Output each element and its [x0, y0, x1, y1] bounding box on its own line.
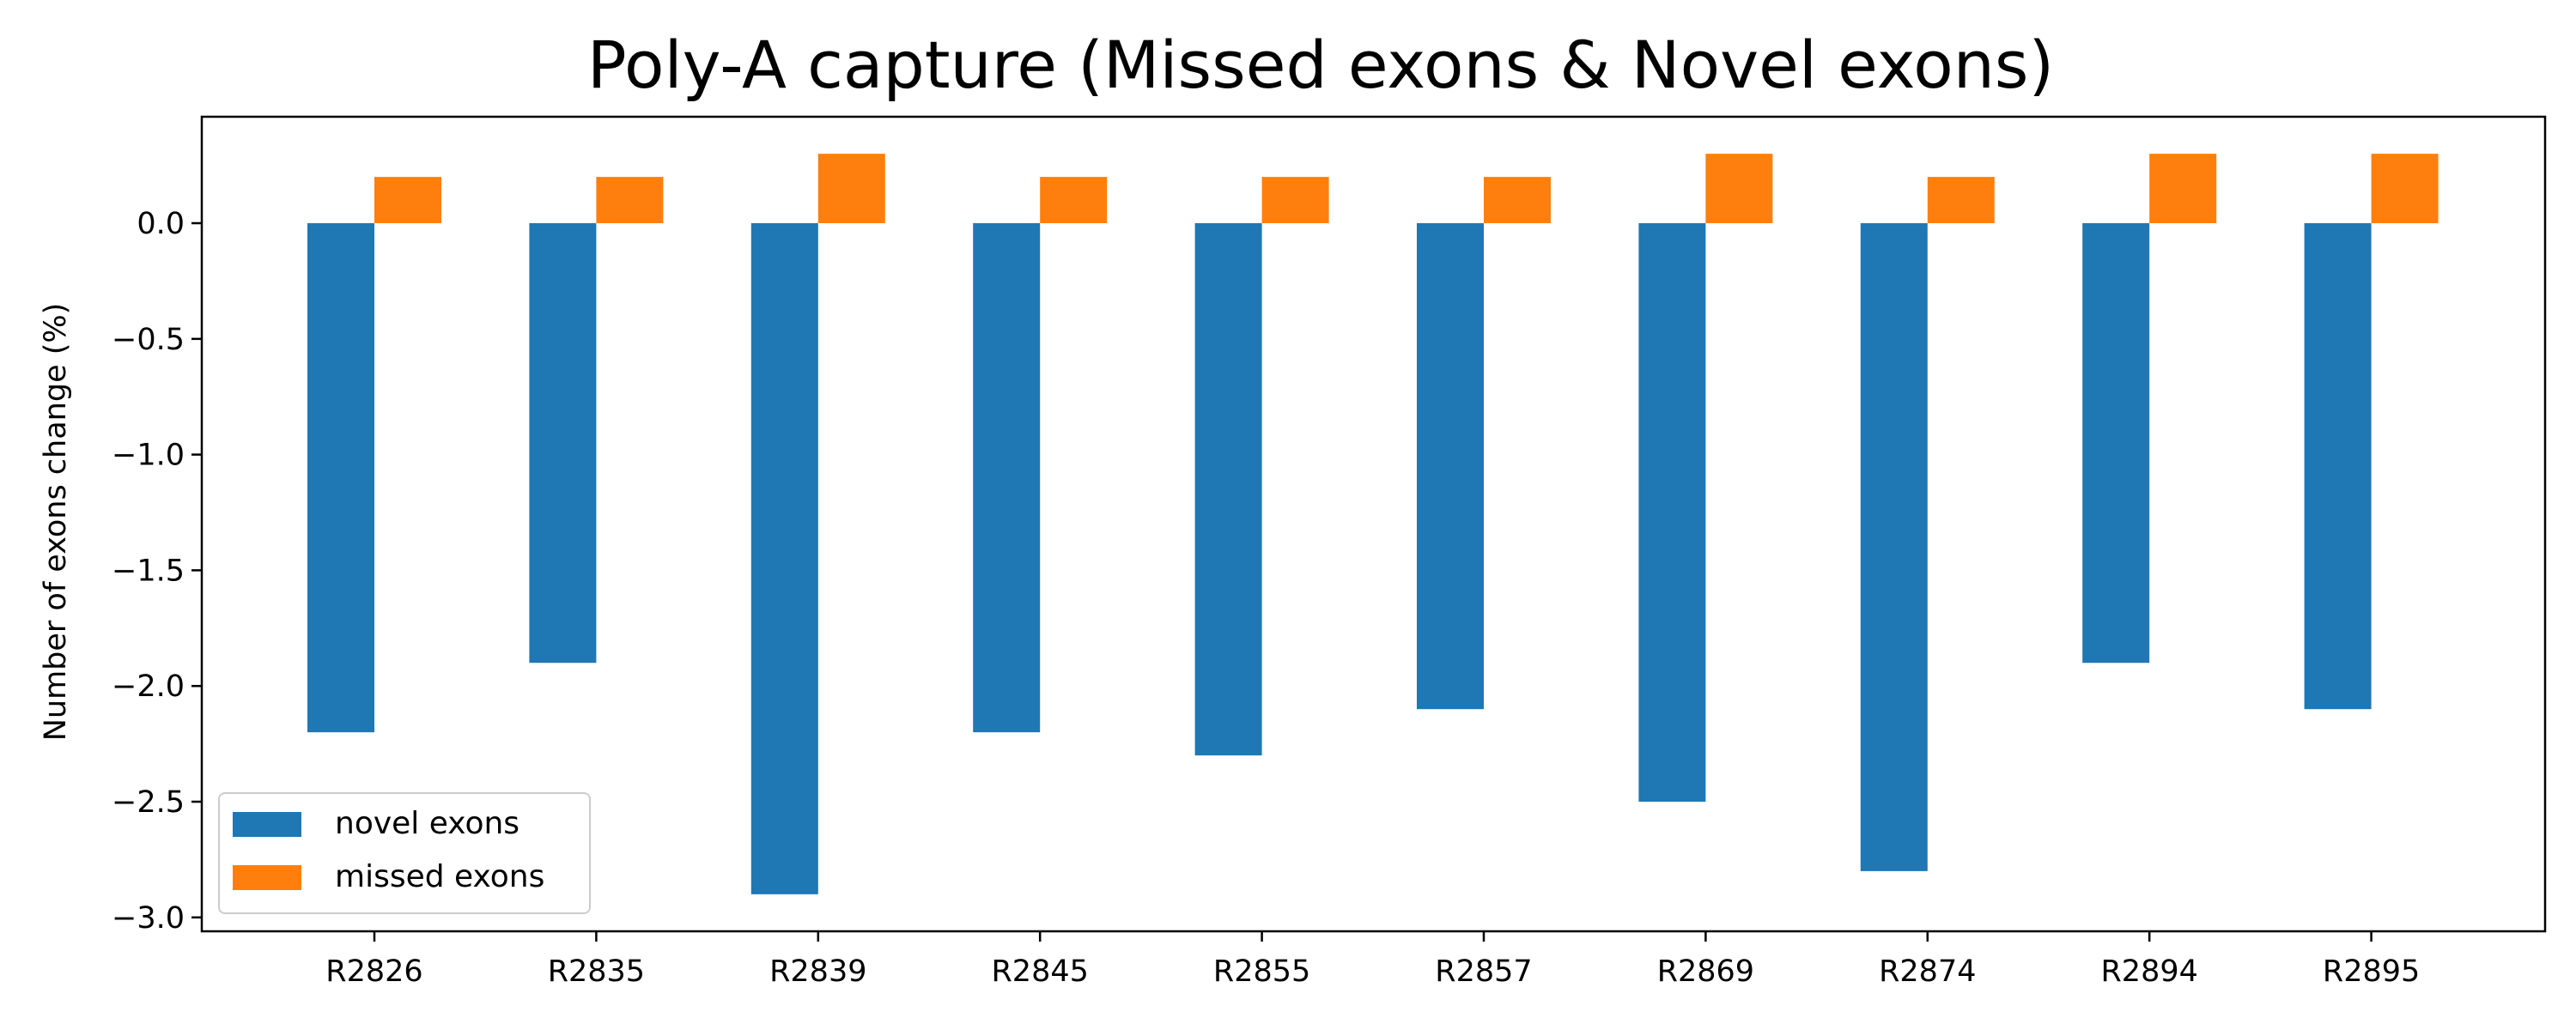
missed-exons-bar: [1484, 177, 1551, 224]
y-tick-label: −2.0: [112, 670, 185, 704]
novel-exons-bar: [750, 223, 818, 894]
missed-exons-bar: [1705, 154, 1773, 224]
y-tick-label: −3.0: [112, 901, 185, 936]
legend-box: [218, 792, 591, 914]
chart-title: Poly-A capture (Missed exons & Novel exo…: [587, 27, 2054, 103]
novel-exons-bar: [973, 223, 1041, 733]
plot-frame: [200, 115, 2547, 933]
legend-swatch-novel: [233, 812, 301, 837]
x-tick-label: R2869: [1657, 954, 1754, 989]
missed-exons-bar: [1927, 177, 1995, 224]
novel-exons-bar: [1417, 223, 1484, 710]
novel-exons-bar: [529, 223, 597, 663]
missed-exons-bar: [817, 154, 885, 224]
missed-exons-bar: [596, 177, 664, 224]
x-tick-label: R2874: [1879, 954, 1976, 989]
missed-exons-bar: [2371, 154, 2439, 224]
legend-label-missed: missed exons: [335, 859, 544, 894]
y-tick-label: 0.0: [137, 207, 185, 241]
y-tick-label: −1.5: [112, 554, 185, 588]
legend: novel exons missed exons: [218, 792, 591, 914]
x-tick-label: R2845: [991, 954, 1088, 989]
x-tick-label: R2839: [769, 954, 866, 989]
legend-label-novel: novel exons: [335, 806, 519, 841]
bars-layer: [307, 154, 2439, 894]
missed-exons-bar: [1261, 177, 1329, 224]
x-tick-label: R2826: [325, 954, 422, 989]
novel-exons-bar: [2304, 223, 2372, 710]
missed-exons-bar: [1040, 177, 1108, 224]
novel-exons-bar: [1860, 223, 1928, 871]
x-tick-label: R2855: [1213, 954, 1310, 989]
missed-exons-bar: [374, 177, 441, 224]
novel-exons-bar: [307, 223, 374, 733]
y-tick-label: −1.0: [112, 439, 185, 473]
x-tick-label: R2835: [548, 954, 645, 989]
novel-exons-bar: [1194, 223, 1262, 756]
legend-swatch-missed: [233, 865, 301, 890]
ticks-layer: 0.0 −0.5 −1.0 −1.5 −2.0 −2.5 −3.0 R2826 R2835 R28…: [112, 207, 2420, 989]
y-tick-label: −2.5: [112, 785, 185, 820]
y-axis-label: Number of exons change (%): [39, 303, 73, 742]
y-tick-label: −0.5: [112, 323, 185, 357]
novel-exons-bar: [2082, 223, 2150, 663]
missed-exons-bar: [2149, 154, 2217, 224]
novel-exons-bar: [1638, 223, 1706, 803]
x-tick-label: R2857: [1435, 954, 1532, 989]
x-tick-label: R2895: [2323, 954, 2420, 989]
x-tick-label: R2894: [2100, 954, 2197, 989]
